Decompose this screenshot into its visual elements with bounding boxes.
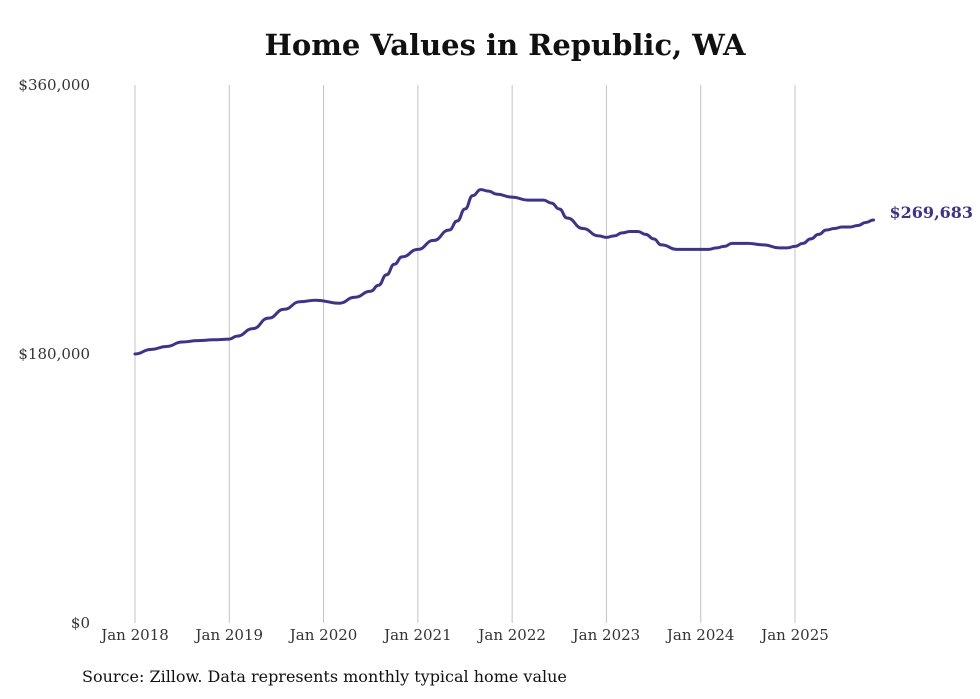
- grid-lines: [134, 85, 796, 623]
- x-axis-ticks: Jan 2018 Jan 2019 Jan 2020 Jan 2021 Jan 2022…: [99, 626, 829, 644]
- x-tick-label: Jan 2023: [571, 626, 641, 644]
- y-tick-label: $0: [71, 614, 90, 632]
- y-axis-ticks: $0 $180,000 $360,000: [18, 76, 90, 632]
- end-value-label: $269,683: [890, 203, 974, 222]
- source-note: Source: Zillow. Data represents monthly …: [82, 667, 567, 686]
- x-tick-label: Jan 2024: [665, 626, 735, 644]
- x-tick-label: Jan 2025: [759, 626, 829, 644]
- x-tick-label: Jan 2021: [382, 626, 452, 644]
- x-tick-label: Jan 2020: [288, 626, 358, 644]
- data-labels: $269,683: [890, 203, 974, 222]
- y-tick-label: $180,000: [18, 345, 90, 363]
- x-tick-label: Jan 2022: [476, 626, 546, 644]
- x-tick-label: Jan 2019: [194, 626, 264, 644]
- x-tick-label: Jan 2018: [99, 626, 169, 644]
- y-tick-label: $360,000: [18, 76, 90, 94]
- series-line-0: [133, 188, 875, 356]
- chart-title: Home Values in Republic, WA: [264, 28, 746, 62]
- series-layer: [133, 188, 875, 356]
